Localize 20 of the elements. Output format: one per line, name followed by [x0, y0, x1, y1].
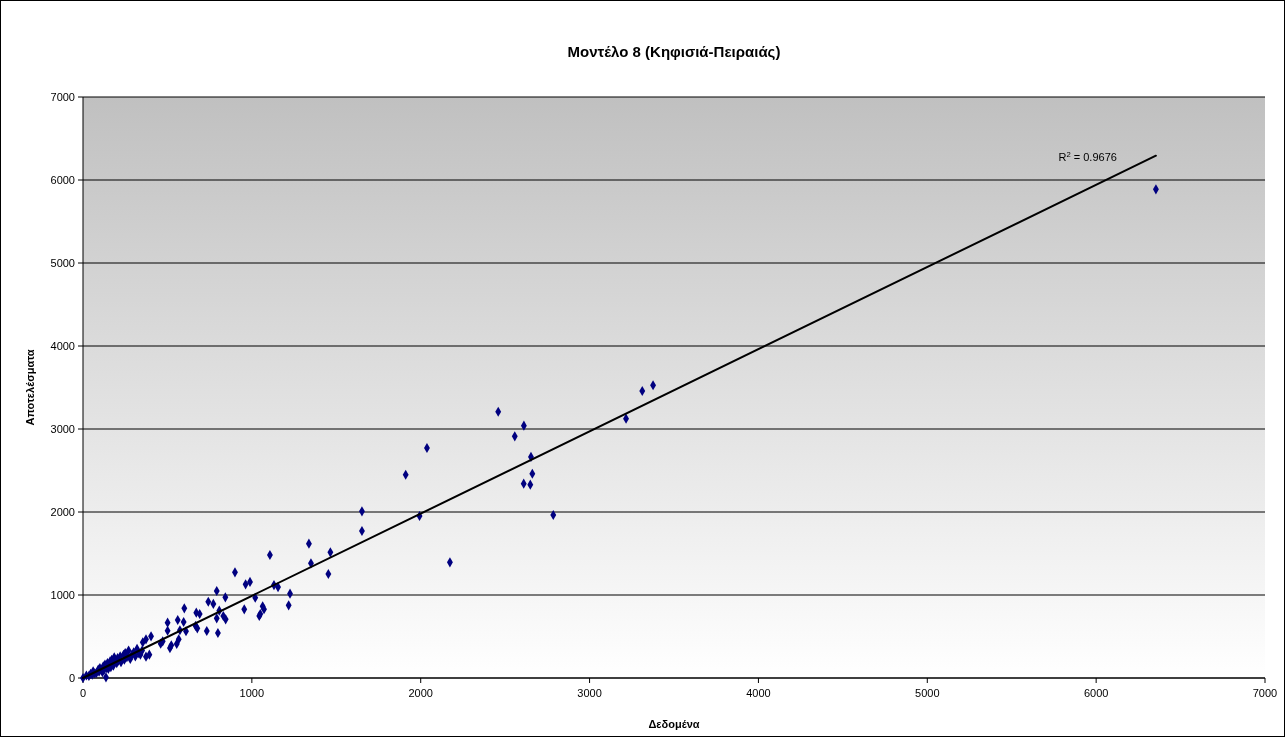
x-tick-label: 1000 [239, 687, 265, 699]
y-tick-label: 2000 [50, 505, 75, 518]
y-tick-label: 1000 [50, 588, 75, 601]
x-tick-label: 2000 [408, 687, 433, 699]
y-axis-title: Αποτελέσματα [24, 349, 36, 426]
y-tick-label: 5000 [50, 256, 75, 269]
x-tick-label: 7000 [1252, 687, 1278, 699]
y-tick-label: 7000 [50, 90, 75, 103]
x-tick-label: 6000 [1083, 687, 1109, 699]
y-tick-label: 0 [68, 671, 75, 684]
y-tick-label: 4000 [50, 339, 75, 352]
chart-title: Μοντέλο 8 (Κηφισιά-Πειραιάς) [567, 43, 781, 60]
x-tick-label: 0 [79, 687, 87, 699]
y-tick-label: 3000 [50, 422, 75, 435]
annotation: R$^{2}$ = 0.9676 [1058, 149, 1117, 163]
x-tick-label: 5000 [915, 687, 940, 699]
y-tick-label: 6000 [50, 173, 75, 186]
x-tick-label: 3000 [577, 687, 602, 699]
x-axis-title: Δεδομένα [648, 718, 700, 730]
x-tick-label: 4000 [746, 687, 771, 699]
